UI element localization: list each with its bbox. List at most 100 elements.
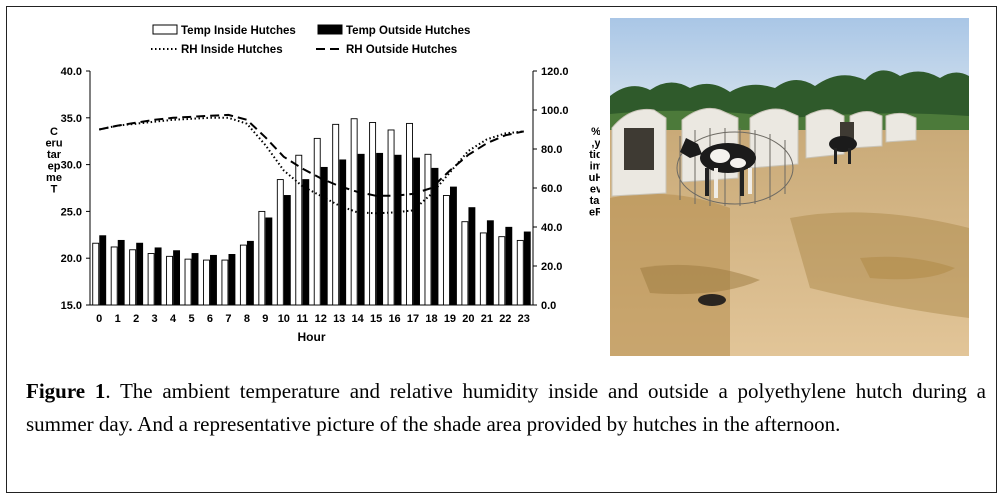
bar-temp-inside [498,236,506,306]
y-left-tick-label: 25.0 [61,206,82,218]
bar-temp-inside [129,249,137,306]
bar-temp-outside [210,254,217,306]
figure-caption-text: . The ambient temperature and relative h… [26,379,986,436]
bar-temp-inside [350,118,358,306]
x-tick-label: 7 [225,313,231,325]
y-left-tick-label: 20.0 [61,253,82,265]
bar-temp-inside [461,221,469,306]
bar-temp-outside [431,167,439,306]
bar-temp-inside [147,253,155,306]
x-tick-label: 17 [407,313,419,325]
chart-legend: Temp Inside Hutches Temp Outside Hutches R… [151,24,470,56]
line-rh-inside [98,116,524,215]
bar-temp-inside [92,242,100,306]
x-tick-label: 2 [133,313,139,325]
bar-temp-inside [479,232,487,306]
bar-temp-inside [313,137,321,306]
y-right-tick-label: 0.0 [541,300,556,312]
bar-temp-outside [320,166,328,306]
y-right-tick-label: 80.0 [541,144,562,156]
bar-temp-outside [376,152,384,306]
bar-temp-inside [424,153,432,306]
chart-lines [98,113,525,215]
bar-temp-outside [505,226,513,306]
bar-temp-inside [387,129,395,306]
bar-temp-outside [302,179,310,306]
bar-temp-outside [154,247,162,306]
x-tick-label: 8 [244,313,250,325]
bar-temp-inside [332,123,340,306]
bar-temp-outside [413,157,420,306]
bar-temp-inside [110,246,118,306]
legend-temp-outside-label: Temp Outside Hutches [346,25,470,37]
x-tick-label: 15 [370,313,382,325]
x-tick-label: 23 [518,313,530,325]
x-tick-label: 0 [96,313,102,325]
x-tick-label: 19 [444,313,456,325]
y-right-tick-label: 60.0 [541,183,562,195]
x-tick-label: 11 [296,313,308,325]
x-tick-label: 21 [481,313,493,325]
y-right-tick-label: 100.0 [541,105,569,117]
bar-temp-inside [239,244,247,306]
bar-temp-outside [283,195,291,306]
bar-temp-outside [339,159,347,306]
chart-bars [92,118,531,306]
x-tick-label: 5 [188,313,194,325]
bar-temp-outside [449,186,457,306]
legend-rh-inside-label: RH Inside Hutches [181,44,283,56]
y-left-tick-label: 35.0 [61,113,82,125]
bar-temp-inside [166,255,174,306]
calf-hutches-photo-icon [610,18,969,356]
bar-temp-outside [486,220,494,306]
bar-temp-inside [258,210,266,306]
figure-frame [6,6,997,493]
bar-temp-outside [246,240,254,306]
line-rh-outside [98,113,525,197]
figure-caption: Figure 1. The ambient temperature and re… [26,375,986,441]
legend-rh-outside-label: RH Outside Hutches [346,44,457,56]
bar-temp-outside [523,231,531,306]
legend-temp-outside-swatch [317,24,343,35]
bar-temp-outside [357,153,365,306]
x-tick-label: 18 [425,313,437,325]
bar-temp-outside [117,239,125,306]
bar-temp-inside [516,239,524,306]
bar-temp-inside [406,122,413,306]
bar-temp-outside [394,154,402,306]
y-right-tick-label: 40.0 [541,222,562,234]
x-tick-label: 20 [462,313,474,325]
legend-temp-inside-label: Temp Inside Hutches [181,25,296,37]
bar-temp-outside [468,207,476,306]
x-tick-label: 12 [315,313,327,325]
bar-temp-outside [228,254,236,306]
temperature-humidity-chart: Temp Inside Hutches Temp Outside Hutches R… [45,24,600,344]
x-tick-label: 22 [499,313,511,325]
y-left-tick-label: 30.0 [61,160,82,172]
x-tick-label: 14 [352,313,365,325]
legend-temp-inside-swatch [152,24,178,35]
y-right-tick-label: 20.0 [541,261,562,273]
x-axis-label: Hour [298,330,326,344]
bar-temp-outside [191,253,199,306]
bar-temp-inside [369,122,377,306]
y-left-tick-label: 40.0 [61,66,82,78]
x-tick-label: 16 [388,313,400,325]
bar-temp-outside [99,235,107,306]
bar-temp-inside [184,258,192,306]
figure-caption-label: Figure 1 [26,379,106,403]
y-left-tick-label: 15.0 [61,300,82,312]
bar-temp-outside [265,217,273,306]
x-tick-label: 9 [262,313,268,325]
bar-temp-inside [442,195,450,306]
x-tick-label: 10 [278,313,290,325]
x-tick-label: 1 [115,313,121,325]
bar-temp-outside [136,242,144,306]
bar-temp-inside [221,259,229,306]
bar-temp-outside [173,250,181,306]
y-right-tick-label: 120.0 [541,66,569,78]
bar-temp-inside [276,179,284,306]
calf-hutches-photo [610,18,969,356]
